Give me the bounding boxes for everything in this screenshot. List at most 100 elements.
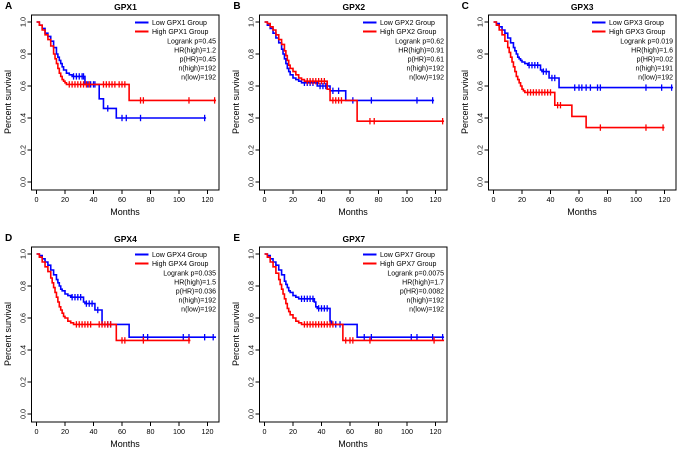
x-tick-label: 120	[658, 195, 670, 204]
stat-line: HR(high)=1.5	[174, 280, 216, 287]
x-tick-label: 80	[375, 427, 383, 436]
y-tick-label: 1.0	[475, 17, 484, 27]
stat-line: Logrank p=0.035	[163, 271, 216, 278]
x-tick-label: 80	[147, 427, 155, 436]
y-tick-label: 0.0	[247, 177, 256, 187]
y-tick-label: 0.6	[247, 81, 256, 91]
x-tick-label: 20	[289, 427, 297, 436]
empty-cell	[457, 232, 685, 464]
survival-curve-high	[264, 253, 445, 342]
stat-line: n(high)=192	[407, 298, 445, 305]
km-plot-gpx3: 0 20 40 60 80 100 120 Months 0.0 0.2 0.4 0.6 0.8 1.0 P…	[460, 14, 677, 217]
x-axis-label: Months	[567, 207, 597, 217]
legend-label: Low GPX1 Group	[152, 20, 207, 27]
stat-line: n(low)=192	[181, 307, 216, 314]
x-tick-label: 0	[263, 427, 267, 436]
legend-label: High GPX1 Group	[152, 29, 209, 36]
legend-label: Low GPX2 Group	[380, 20, 435, 27]
stat-line: n(high)=192	[178, 298, 216, 305]
x-tick-label: 120	[430, 195, 442, 204]
y-tick-label: 0.0	[19, 409, 28, 419]
stat-line: n(low)=192	[638, 75, 673, 82]
x-tick-label: 40	[318, 195, 326, 204]
y-tick-label: 0.2	[19, 377, 28, 387]
y-axis-label: Percent survival	[460, 70, 470, 134]
survival-curve-low	[264, 253, 445, 338]
stat-line: n(low)=192	[410, 307, 445, 314]
y-tick-label: 0.4	[247, 345, 256, 355]
y-tick-label: 0.2	[247, 377, 256, 387]
plot-box	[487, 14, 677, 191]
y-tick-label: 1.0	[247, 249, 256, 259]
x-tick-label: 100	[173, 195, 185, 204]
panel-c: C GPX3 0 20 40 60 80 100 120 Months 0.0 0.2 0.4 0.6…	[457, 0, 685, 232]
x-tick-label: 100	[630, 195, 642, 204]
panel-letter: A	[5, 1, 13, 12]
y-tick-label: 0.0	[475, 177, 484, 187]
y-tick-label: 0.2	[247, 145, 256, 155]
panel-a: A GPX1 0 20 40 60 80 100 120 Months 0.0 0.2 0.4 0.6…	[0, 0, 228, 232]
y-tick-label: 0.6	[19, 313, 28, 323]
km-plot-gpx4: 0 20 40 60 80 100 120 Months 0.0 0.2 0.4 0.6 0.8 1.0 P…	[3, 246, 220, 449]
y-axis-label: Percent survival	[231, 70, 241, 134]
y-axis-label: Percent survival	[231, 302, 241, 366]
x-tick-label: 60	[346, 427, 354, 436]
x-tick-label: 0	[35, 195, 39, 204]
x-tick-label: 60	[118, 195, 126, 204]
panel-letter: D	[5, 233, 13, 244]
survival-curve-low	[493, 21, 673, 89]
x-tick-label: 60	[575, 195, 583, 204]
panel-title: GPX1	[114, 2, 137, 12]
survival-curve-low	[264, 21, 435, 102]
y-tick-label: 0.4	[19, 345, 28, 355]
plot-box	[259, 246, 448, 423]
stat-line: Logrank p=0.62	[395, 39, 444, 46]
legend-label: High GPX7 Group	[380, 261, 437, 268]
panel-e: E GPX7 0 20 40 60 80 100 120 Months 0.0 0.2 0.4 0.6…	[228, 232, 456, 464]
x-tick-label: 20	[518, 195, 526, 204]
x-tick-label: 80	[147, 195, 155, 204]
x-axis-label: Months	[339, 439, 369, 449]
x-tick-label: 40	[90, 195, 98, 204]
x-axis-label: Months	[339, 207, 369, 217]
survival-curve-high	[36, 21, 217, 102]
stat-line: p(HR)=0.02	[636, 57, 672, 64]
y-tick-label: 0.6	[247, 313, 256, 323]
panel-b: B GPX2 0 20 40 60 80 100 120 Months 0.0 0.2 0.4 0.6…	[228, 0, 456, 232]
survival-curve-high	[36, 253, 191, 342]
x-tick-label: 40	[546, 195, 554, 204]
y-tick-label: 1.0	[247, 17, 256, 27]
x-tick-label: 100	[401, 195, 413, 204]
stat-line: n(high)=192	[178, 66, 216, 73]
stat-line: Logrank p=0.0075	[388, 271, 445, 278]
survival-curve-low	[36, 253, 217, 338]
y-tick-label: 0.8	[19, 281, 28, 291]
y-tick-label: 0.4	[19, 113, 28, 123]
x-tick-label: 120	[202, 427, 214, 436]
y-tick-label: 0.8	[247, 281, 256, 291]
panel-title: GPX7	[342, 234, 366, 244]
x-tick-label: 60	[346, 195, 354, 204]
y-tick-label: 1.0	[19, 17, 28, 27]
y-axis-label: Percent survival	[3, 302, 13, 366]
x-tick-label: 80	[603, 195, 611, 204]
km-plot-gpx2: 0 20 40 60 80 100 120 Months 0.0 0.2 0.4 0.6 0.8 1.0 P…	[231, 14, 448, 217]
x-tick-label: 120	[430, 427, 442, 436]
legend-label: High GPX3 Group	[609, 29, 666, 36]
plot-box	[259, 14, 448, 191]
y-tick-label: 0.4	[475, 113, 484, 123]
x-tick-label: 40	[90, 427, 98, 436]
x-tick-label: 0	[491, 195, 495, 204]
y-tick-label: 0.6	[475, 81, 484, 91]
stat-line: HR(high)=0.91	[399, 48, 445, 55]
panel-title: GPX4	[114, 234, 137, 244]
survival-curve-high	[493, 21, 665, 129]
y-tick-label: 0.8	[19, 49, 28, 59]
x-tick-label: 40	[318, 427, 326, 436]
y-axis-label: Percent survival	[3, 70, 13, 134]
panel-letter: E	[233, 233, 240, 244]
y-tick-label: 0.6	[19, 81, 28, 91]
x-tick-label: 20	[61, 427, 69, 436]
stat-line: HR(high)=1.2	[174, 48, 216, 55]
y-tick-label: 0.0	[247, 409, 256, 419]
